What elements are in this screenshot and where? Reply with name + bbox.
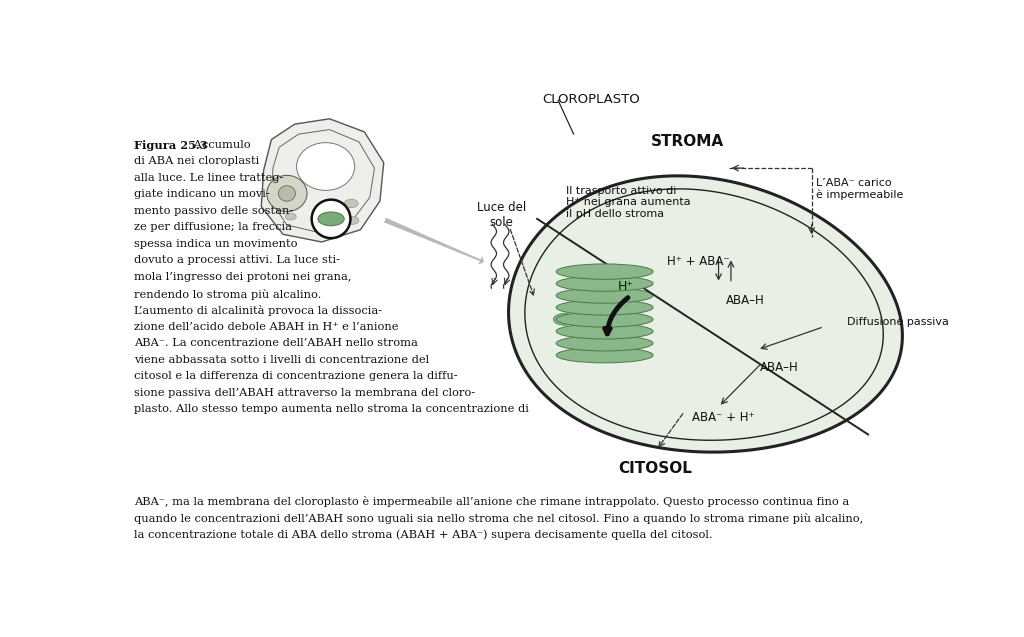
Ellipse shape	[554, 313, 575, 325]
Text: alla luce. Le linee tratteg-: alla luce. Le linee tratteg-	[134, 173, 284, 183]
Text: plasto. Allo stesso tempo aumenta nello stroma la concentrazione di: plasto. Allo stesso tempo aumenta nello …	[134, 404, 529, 415]
Text: H⁺: H⁺	[617, 280, 634, 294]
Circle shape	[311, 199, 350, 238]
Text: Il trasporto attivo di
H⁺ nei grana aumenta
il pH dello stroma: Il trasporto attivo di H⁺ nei grana aume…	[566, 186, 690, 219]
Text: CITOSOL: CITOSOL	[618, 461, 692, 476]
Ellipse shape	[556, 276, 653, 291]
Text: dovuto a processi attivi. La luce sti-: dovuto a processi attivi. La luce sti-	[134, 255, 340, 266]
Text: Luce del
sole: Luce del sole	[477, 201, 526, 229]
Text: Diffusione passiva: Diffusione passiva	[847, 317, 949, 327]
Ellipse shape	[556, 288, 653, 303]
Text: mola l’ingresso dei protoni nei grana,: mola l’ingresso dei protoni nei grana,	[134, 272, 351, 282]
Ellipse shape	[556, 324, 653, 339]
Text: sione passiva dell’ABAH attraverso la membrana del cloro-: sione passiva dell’ABAH attraverso la me…	[134, 388, 475, 398]
Text: giate indicano un movi-: giate indicano un movi-	[134, 189, 270, 199]
Text: citosol e la differenza di concentrazione genera la diffu-: citosol e la differenza di concentrazion…	[134, 371, 458, 382]
Text: ABA⁻, ma la membrana del cloroplasto è impermeabile all’anione che rimane intrap: ABA⁻, ma la membrana del cloroplasto è i…	[134, 496, 850, 507]
Text: quando le concentrazioni dell’ABAH sono uguali sia nello stroma che nel citosol.: quando le concentrazioni dell’ABAH sono …	[134, 513, 863, 524]
Text: ABA–H: ABA–H	[726, 294, 765, 306]
Ellipse shape	[556, 264, 653, 280]
Text: H⁺ + ABA⁻: H⁺ + ABA⁻	[667, 255, 729, 268]
Ellipse shape	[556, 347, 653, 363]
Ellipse shape	[317, 212, 344, 226]
Ellipse shape	[344, 199, 358, 208]
Text: spessa indica un movimento: spessa indica un movimento	[134, 239, 298, 249]
Text: L’aumento di alcalinità provoca la dissocia-: L’aumento di alcalinità provoca la disso…	[134, 305, 382, 316]
Ellipse shape	[286, 213, 296, 220]
Text: L’ABA⁻ carico
è impermeabile: L’ABA⁻ carico è impermeabile	[816, 178, 903, 200]
Text: zione dell’acido debole ABAH in H⁺ e l’anione: zione dell’acido debole ABAH in H⁺ e l’a…	[134, 322, 398, 332]
Text: Accumulo: Accumulo	[190, 140, 251, 150]
Text: ABA⁻. La concentrazione dell’ABAH nello stroma: ABA⁻. La concentrazione dell’ABAH nello …	[134, 338, 418, 348]
Text: rendendo lo stroma più alcalino.: rendendo lo stroma più alcalino.	[134, 289, 322, 299]
Text: ze per diffusione; la freccia: ze per diffusione; la freccia	[134, 222, 292, 233]
Ellipse shape	[297, 143, 354, 190]
Text: di ABA nei cloroplasti: di ABA nei cloroplasti	[134, 156, 259, 166]
Text: mento passivo delle sostan-: mento passivo delle sostan-	[134, 206, 294, 216]
Ellipse shape	[556, 336, 653, 351]
Text: ABA⁻ + H⁺: ABA⁻ + H⁺	[692, 412, 755, 424]
Text: Figura 25.3: Figura 25.3	[134, 140, 208, 150]
Ellipse shape	[266, 175, 307, 211]
Text: CLOROPLASTO: CLOROPLASTO	[543, 94, 640, 106]
Ellipse shape	[556, 300, 653, 315]
Ellipse shape	[556, 311, 653, 327]
Text: STROMA: STROMA	[651, 134, 724, 149]
Ellipse shape	[279, 186, 295, 201]
Ellipse shape	[346, 217, 359, 224]
Text: viene abbassata sotto i livelli di concentrazione del: viene abbassata sotto i livelli di conce…	[134, 355, 429, 365]
Polygon shape	[261, 118, 384, 242]
Text: la concentrazione totale di ABA dello stroma (ABAH + ABA⁻) supera decisamente qu: la concentrazione totale di ABA dello st…	[134, 529, 713, 540]
Polygon shape	[509, 176, 902, 452]
Text: ABA–H: ABA–H	[760, 361, 799, 373]
